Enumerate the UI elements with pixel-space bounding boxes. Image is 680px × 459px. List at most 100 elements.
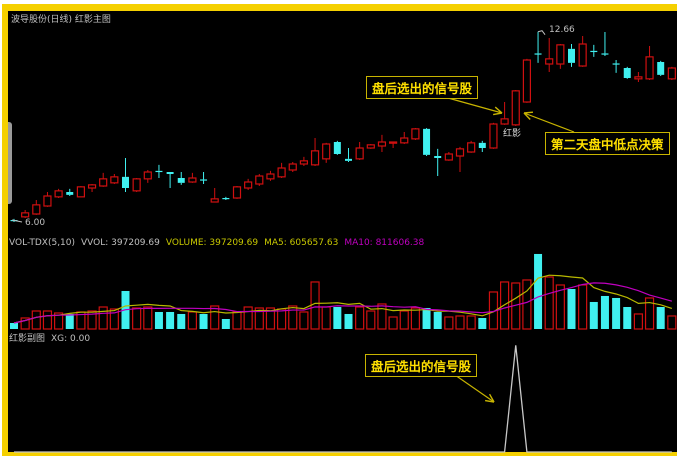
volume-bar [623, 306, 632, 329]
low-price-label: 6.00 [25, 218, 46, 228]
xg-indicator-name: 红影副图 [9, 334, 46, 344]
candle-body [277, 167, 286, 178]
xg-signal-line [14, 345, 672, 453]
candle-body [200, 179, 208, 181]
candle-body [210, 198, 219, 203]
volume-bar [388, 316, 398, 330]
candle-body [99, 178, 108, 187]
candle-body [500, 118, 509, 125]
signal-stock-note-bottom: 盘后选出的信号股 [365, 354, 478, 377]
decision-arrow [523, 112, 575, 133]
decision-note: 第二天盘中低点决策 [545, 132, 670, 155]
volume-bar [265, 307, 276, 330]
volume-value: VOLUME: 397209.69 [165, 238, 259, 248]
candle-body [478, 142, 486, 148]
candle-body [244, 181, 253, 189]
volume-bar [600, 295, 609, 329]
ma10-value: MA10: 811606.38 [344, 238, 425, 248]
candle-body [612, 63, 620, 65]
candle-body [132, 178, 141, 192]
candle-body [645, 56, 654, 80]
volume-header: VOL-TDX(5,10) VVOL: 397209.69 VOLUME: 3972… [9, 238, 430, 248]
xg-value: XG: 0.00 [51, 334, 91, 344]
candle-body [110, 176, 119, 184]
candle-body [143, 171, 152, 180]
candle-body [534, 53, 542, 55]
signal-arrow-bottom-head [485, 399, 495, 403]
candle-body [310, 150, 320, 166]
signal-mark-label: 红影 [503, 129, 522, 139]
volume-bar [254, 307, 264, 330]
chart-frame [2, 4, 677, 456]
signal-arrow-bottom-head [488, 393, 495, 403]
candle-body [489, 123, 498, 149]
volume-bar [154, 311, 163, 329]
candle-body [568, 48, 575, 63]
candle-body [333, 142, 341, 154]
volume-bar [243, 306, 253, 330]
volume-bar [277, 308, 287, 330]
candle-body [411, 128, 420, 140]
volume-bar [98, 306, 108, 330]
candle-body [177, 178, 185, 183]
volume-bar [210, 305, 220, 330]
candle-body [155, 170, 163, 173]
candle-body [166, 172, 174, 174]
candle-body [355, 147, 364, 160]
xg-header: 红影副图 XG: 0.00 [9, 331, 96, 344]
candle-body [522, 59, 532, 103]
volume-bar [522, 279, 532, 330]
volume-bar [410, 307, 420, 330]
candle-body [601, 53, 609, 55]
volume-bar [109, 308, 119, 330]
candle-body [511, 90, 520, 126]
volume-bar [578, 284, 588, 330]
volume-bar [377, 303, 387, 330]
signal-arrow-bottom [454, 374, 495, 403]
volume-bar [31, 310, 41, 330]
volume-bar [422, 307, 431, 329]
candle-body [322, 143, 331, 160]
volume-bar [187, 311, 197, 330]
volume-bar [299, 311, 309, 330]
candle-body [54, 190, 63, 198]
volume-bar [444, 316, 454, 330]
candle-body [667, 67, 676, 80]
volume-bar [344, 313, 353, 329]
high-price-label: 12.66 [549, 25, 575, 35]
low-marker-icon [11, 219, 23, 223]
volume-bar [534, 253, 543, 329]
volume-bar [612, 297, 621, 329]
decision-arrow-head [523, 111, 534, 114]
volume-bar [166, 311, 175, 329]
candle-body [444, 153, 453, 161]
candle-body [545, 58, 554, 65]
candle-body [634, 76, 643, 80]
candle-body [556, 44, 565, 65]
volume-bar [633, 313, 644, 330]
decision-arrow-head [523, 112, 531, 121]
candle-body [578, 43, 587, 67]
volume-bar [433, 311, 442, 329]
candle-body [345, 158, 352, 161]
volume-bar [132, 307, 142, 330]
volume-bar [87, 310, 97, 330]
candle-body [377, 141, 387, 147]
ma5-value: MA5: 605657.63 [264, 238, 339, 248]
candle-body [232, 186, 242, 199]
candle-body [66, 192, 74, 195]
candle-body [21, 212, 30, 218]
candle-body [87, 184, 97, 189]
volume-bar [199, 313, 208, 329]
candle-body [222, 198, 230, 200]
candle-body [434, 156, 442, 158]
panel-resize-handle[interactable] [8, 122, 12, 204]
volume-bar [20, 317, 30, 330]
volume-indicator-name: VOL-TDX(5,10) [9, 238, 76, 248]
volume-bar [589, 301, 598, 329]
signal-stock-note-top: 盘后选出的信号股 [366, 76, 479, 99]
candle-body [188, 177, 197, 183]
volume-bar [466, 315, 476, 330]
